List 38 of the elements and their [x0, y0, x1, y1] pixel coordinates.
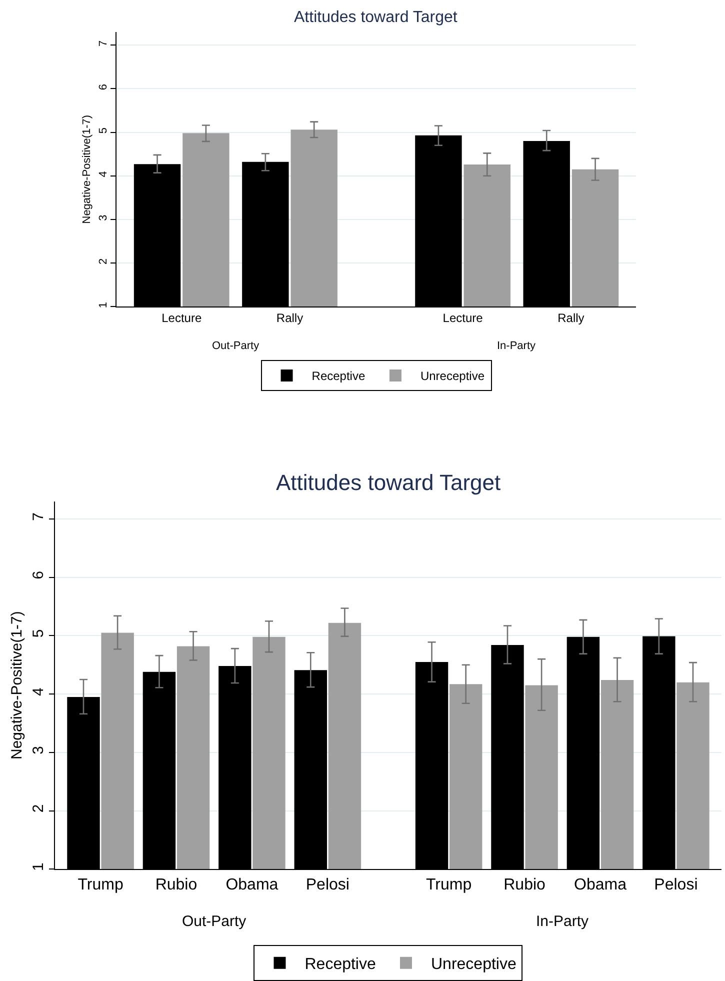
- y-tick-label: 3: [97, 214, 110, 221]
- y-tick-label: 1: [97, 302, 110, 308]
- y-tick-label: 1: [30, 862, 48, 872]
- y-tick-label: 6: [30, 570, 48, 580]
- legend-label: Receptive: [312, 369, 366, 384]
- x-tick-label: Pelosi: [306, 876, 350, 894]
- y-tick-label: 3: [30, 746, 48, 754]
- legend-label: Unreceptive: [430, 956, 516, 974]
- x-tick-label: Rubio: [155, 876, 198, 894]
- x-tick-label: Pelosi: [654, 876, 698, 894]
- y-tick-label: 7: [97, 40, 110, 46]
- x-tick-label: Rubio: [504, 876, 546, 894]
- x-tick-label: Trump: [78, 876, 124, 894]
- y-tick-label: 2: [97, 258, 110, 264]
- y-tick-label: 6: [97, 84, 110, 90]
- x-tick-label: Obama: [226, 876, 278, 894]
- x-tick-label: Trump: [426, 876, 472, 894]
- y-axis-title: Negative-Positive(1-7): [80, 114, 93, 224]
- x-tick-label: Obama: [574, 876, 627, 894]
- chart-title: Attitudes toward Target: [294, 9, 458, 26]
- x-tick-label: Rally: [558, 311, 584, 326]
- y-tick-label: 2: [30, 804, 48, 813]
- y-tick-label: 7: [30, 512, 48, 521]
- legend-label: Receptive: [304, 956, 376, 974]
- text: In-Party: [536, 913, 590, 930]
- legend-label: Unreceptive: [420, 369, 485, 384]
- text: Out-Party: [212, 340, 260, 352]
- x-tick-label: Lecture: [162, 311, 202, 326]
- x-tick-label: Rally: [276, 311, 304, 326]
- text: Out-Party: [182, 913, 247, 930]
- y-tick-label: 5: [97, 128, 110, 134]
- text: In-Party: [497, 340, 536, 352]
- x-tick-label: Lecture: [442, 311, 484, 326]
- chart-title: Attitudes toward Target: [276, 470, 501, 495]
- y-tick-label: 4: [97, 171, 110, 178]
- y-axis-title: Negative-Positive(1-7): [8, 611, 26, 760]
- y-tick-label: 5: [30, 629, 48, 638]
- y-tick-label: 4: [30, 688, 48, 696]
